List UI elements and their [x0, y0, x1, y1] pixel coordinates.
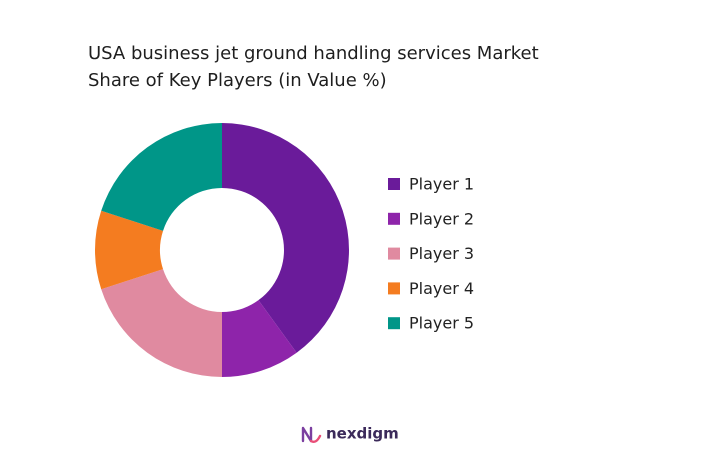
legend-swatch: [388, 212, 400, 225]
donut-slice: [101, 123, 222, 231]
brand-logo: [301, 426, 322, 444]
legend-swatch: [388, 247, 400, 260]
legend-label: Player 1: [409, 175, 474, 194]
donut-slice: [222, 123, 349, 353]
legend-label: Player 3: [409, 244, 474, 263]
donut-slice: [222, 300, 297, 377]
legend-label: Player 4: [409, 279, 474, 298]
legend-swatch: [388, 282, 400, 295]
donut-slice: [94, 210, 164, 290]
legend-swatch: [388, 317, 400, 330]
brand-name: nexdigm: [326, 425, 399, 443]
legend-label: Player 5: [409, 314, 474, 333]
legend-swatch: [388, 178, 400, 190]
logo-icon: [301, 426, 313, 443]
chart-title: USA business jet ground handling service…: [88, 43, 539, 91]
legend-label: Player 2: [409, 209, 474, 228]
logo-icon-accent: [309, 434, 322, 444]
donut-slice: [101, 269, 222, 377]
